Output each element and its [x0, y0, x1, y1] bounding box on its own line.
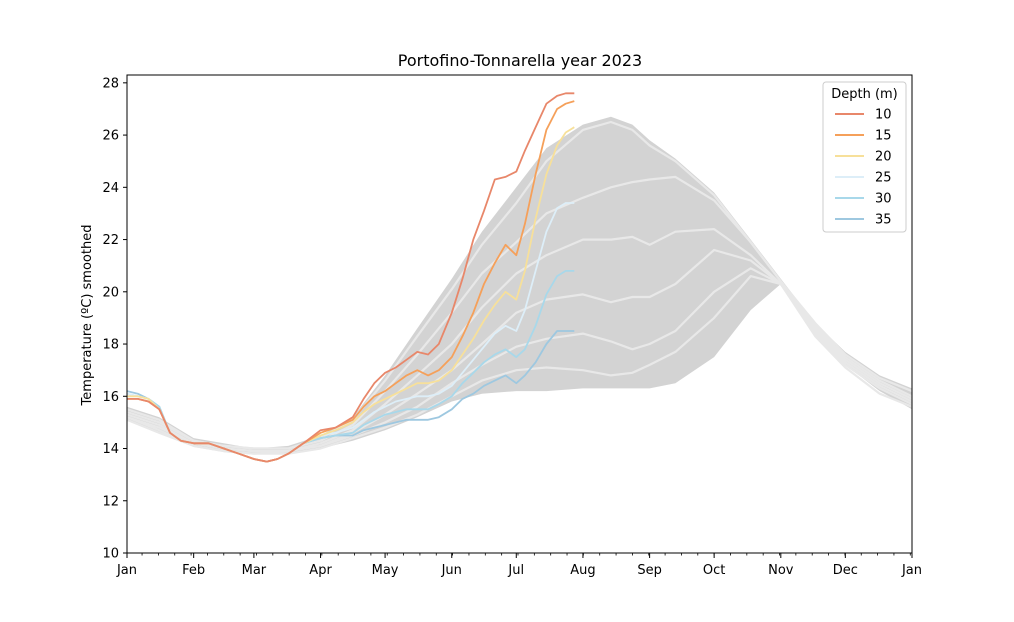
legend-item-25: 25 [835, 171, 892, 186]
series-line-10m [127, 92, 575, 463]
x-tick-label: May [372, 563, 399, 578]
legend-title: Depth (m) [831, 87, 898, 102]
y-tick-label: 28 [102, 76, 119, 91]
x-tick-label: Feb [182, 563, 205, 578]
y-axis-label: Temperature (ºC) smoothed [80, 225, 95, 407]
historical-range-envelope [127, 116, 912, 454]
x-tick-label: Jan [901, 563, 922, 578]
x-tick-label: Dec [833, 563, 858, 578]
plot-content [127, 92, 912, 463]
plot-area [126, 74, 913, 554]
y-tick-label: 10 [102, 547, 119, 562]
legend-box [822, 81, 907, 233]
y-tick-label: 20 [102, 285, 119, 300]
legend-label: 35 [875, 213, 892, 228]
x-axis: Jan Feb Mar Apr May Jun Jul Aug Sep Oct Nov Dec Jan [116, 553, 922, 578]
legend-label: 15 [875, 129, 892, 144]
y-tick-label: 18 [102, 338, 119, 353]
legend-item-35: 35 [835, 213, 892, 228]
y-tick-label: 26 [102, 129, 119, 144]
x-tick-label: Aug [570, 563, 595, 578]
legend-item-30: 30 [835, 192, 892, 207]
legend-label: 20 [875, 150, 892, 165]
y-tick-label: 24 [102, 181, 119, 196]
legend-label: 10 [875, 108, 892, 123]
y-tick-label: 16 [102, 390, 119, 405]
legend-label: 25 [875, 171, 892, 186]
chart-title: Portofino-Tonnarella year 2023 [398, 51, 642, 70]
climatology-line-4 [127, 248, 912, 453]
y-tick-label: 14 [102, 442, 119, 457]
x-tick-label: Mar [242, 563, 267, 578]
x-tick-label: Oct [703, 563, 725, 578]
legend-item-20: 20 [835, 150, 892, 165]
legend-label: 30 [875, 192, 892, 207]
x-tick-label: Jan [116, 563, 137, 578]
climatology-line-2 [127, 175, 912, 450]
x-tick-label: Sep [637, 563, 662, 578]
x-tick-label: Jun [441, 563, 462, 578]
x-tick-label: Jul [507, 563, 524, 578]
legend: Depth (m) 10 15 20 25 30 35 [822, 81, 907, 233]
plot-frame [126, 74, 913, 554]
y-axis: 10 12 14 16 18 20 22 24 26 28 [102, 76, 127, 562]
legend-item-10: 10 [835, 108, 892, 123]
legend-items: 10 15 20 25 30 35 [835, 108, 892, 228]
x-tick-label: Apr [309, 563, 332, 578]
y-tick-label: 12 [102, 494, 119, 509]
x-tick-label: Nov [768, 563, 794, 578]
legend-item-15: 15 [835, 129, 892, 144]
y-tick-label: 22 [102, 233, 119, 248]
